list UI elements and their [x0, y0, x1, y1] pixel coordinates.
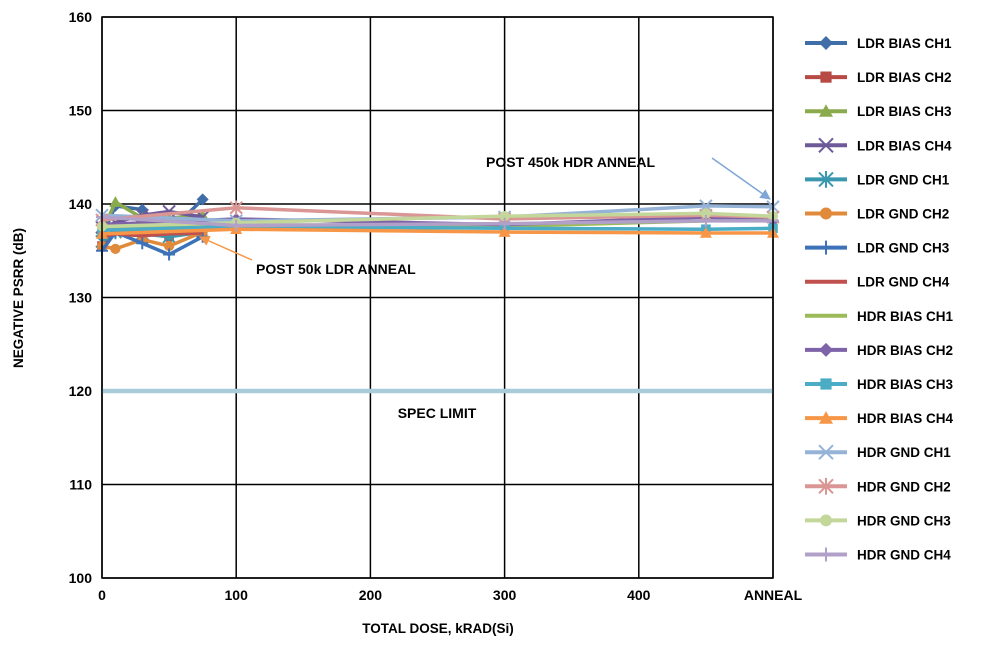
- legend-item: LDR BIAS CH3: [805, 104, 952, 119]
- legend-item: HDR GND CH3: [805, 513, 951, 528]
- series-marker: [819, 411, 833, 424]
- y-tick-label: 160: [69, 9, 93, 25]
- series-marker: [136, 237, 149, 250]
- series-marker: [499, 211, 510, 222]
- y-tick-label: 150: [69, 103, 93, 119]
- y-tick-label: 100: [69, 570, 93, 586]
- legend-item: LDR GND CH1: [805, 171, 950, 188]
- legend-label: HDR GND CH3: [857, 513, 951, 528]
- annotation-arrow: [199, 236, 253, 261]
- legend-item: HDR BIAS CH1: [805, 309, 954, 324]
- legend-item: HDR GND CH2: [805, 477, 951, 495]
- series-marker: [820, 514, 832, 527]
- legend-item: LDR GND CH4: [805, 275, 950, 290]
- legend-item: HDR BIAS CH3: [805, 377, 954, 392]
- legend-label: LDR GND CH2: [857, 207, 949, 222]
- legend-label: LDR GND CH3: [857, 241, 950, 256]
- annotation-arrow: [711, 157, 771, 200]
- x-axis-title: TOTAL DOSE, kRAD(Si): [362, 621, 514, 636]
- x-tick-label: 400: [627, 587, 651, 603]
- legend: LDR BIAS CH1 LDR BIAS CH2 LDR BIAS CH3 LDR …: [805, 36, 954, 563]
- series-marker: [110, 243, 121, 254]
- legend-label: HDR BIAS CH2: [857, 343, 953, 358]
- spec-limit-group: SPEC LIMIT: [102, 388, 773, 421]
- legend-item: HDR GND CH1: [805, 444, 951, 460]
- legend-item: LDR BIAS CH4: [805, 137, 952, 154]
- annotation-post-50k-ldr-anneal: POST 50k LDR ANNEAL: [256, 261, 416, 277]
- y-axis-title: NEGATIVE PSRR (dB): [11, 228, 26, 368]
- x-tick-label: 300: [493, 587, 517, 603]
- legend-label: LDR BIAS CH3: [857, 104, 952, 119]
- y-tick-label: 140: [69, 196, 93, 212]
- annotation-group: POST 450k HDR ANNEAL POST 50k LDR ANNEAL: [199, 154, 771, 277]
- series-marker: [820, 71, 832, 83]
- legend-label: HDR GND CH2: [857, 479, 951, 494]
- series-marker: [819, 547, 833, 562]
- spec-limit-label: SPEC LIMIT: [398, 405, 477, 421]
- series-marker: [699, 214, 712, 227]
- series-marker: [818, 477, 834, 495]
- series-marker: [196, 193, 209, 206]
- series-marker: [820, 378, 832, 390]
- legend-label: HDR GND CH1: [857, 445, 951, 460]
- legend-item: LDR GND CH2: [805, 207, 949, 222]
- legend-label: LDR GND CH4: [857, 275, 950, 290]
- legend-item: LDR BIAS CH2: [805, 70, 952, 85]
- legend-label: LDR BIAS CH4: [857, 138, 952, 153]
- legend-label: HDR GND CH4: [857, 548, 951, 563]
- series-marker: [109, 196, 122, 207]
- legend-label: HDR BIAS CH1: [857, 309, 954, 324]
- series-marker: [818, 171, 834, 188]
- series-marker: [820, 207, 832, 220]
- y-tick-label: 110: [69, 477, 92, 493]
- series-marker: [229, 200, 243, 215]
- series-marker: [700, 208, 712, 219]
- legend-item: HDR GND CH4: [805, 547, 951, 563]
- series-marker: [819, 240, 833, 255]
- x-tick-label: 200: [359, 587, 383, 603]
- y-tick-label: 130: [69, 290, 93, 306]
- series-marker: [818, 137, 834, 154]
- series-marker: [819, 36, 833, 50]
- x-tick-label: 100: [225, 587, 249, 603]
- legend-item: HDR BIAS CH2: [805, 342, 953, 358]
- series-marker: [498, 217, 511, 230]
- legend-item: LDR BIAS CH1: [805, 36, 952, 51]
- x-tick-label: ANNEAL: [744, 587, 803, 603]
- legend-label: HDR BIAS CH4: [857, 411, 954, 426]
- legend-label: LDR BIAS CH2: [857, 70, 952, 85]
- series-marker: [230, 219, 243, 232]
- y-tick-label: 120: [69, 383, 93, 399]
- plot-frame: [101, 16, 774, 579]
- legend-label: LDR GND CH1: [857, 172, 950, 187]
- series-marker: [819, 104, 833, 117]
- legend-item: LDR GND CH3: [805, 240, 950, 256]
- legend-label: HDR BIAS CH3: [857, 377, 954, 392]
- grid-lines: [101, 16, 774, 579]
- x-tick-label: 0: [98, 587, 106, 603]
- legend-item: HDR BIAS CH4: [805, 411, 954, 426]
- series-marker: [699, 226, 712, 238]
- axes-group: 100 110 120 130 140 150 160 0 100 200 300 400 ANNEAL: [69, 9, 803, 603]
- legend-label: LDR BIAS CH1: [857, 36, 952, 51]
- series-marker: [163, 248, 176, 261]
- series-marker: [498, 226, 511, 237]
- series-marker: [164, 240, 175, 252]
- annotation-post-450k-hdr-anneal: POST 450k HDR ANNEAL: [486, 154, 656, 170]
- series-marker: [819, 342, 833, 357]
- series-marker: [818, 444, 834, 460]
